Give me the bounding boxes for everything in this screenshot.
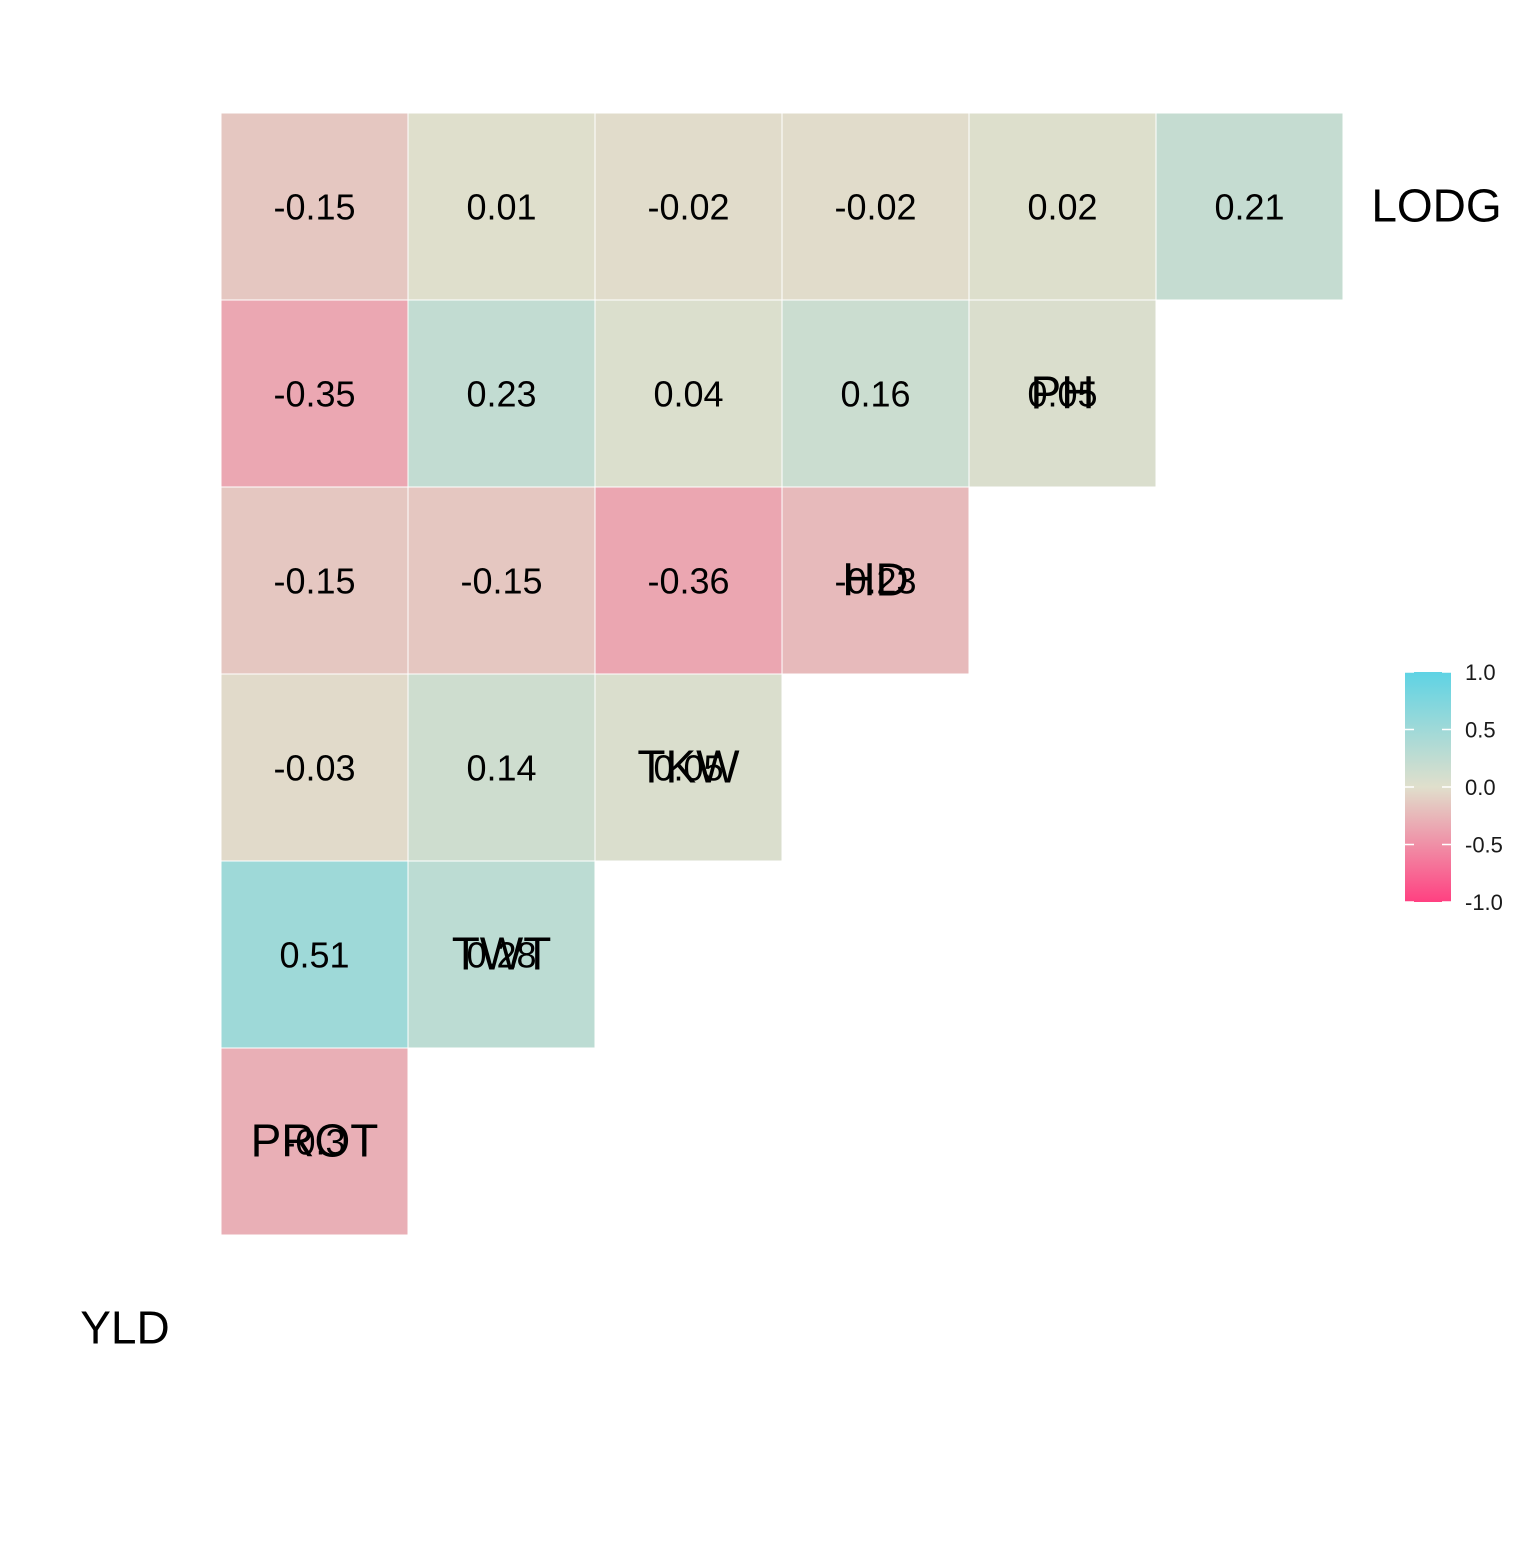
colorbar-tick-label: -0.5 [1465, 833, 1503, 858]
variable-label-twt: TWT [452, 928, 552, 980]
cell-value-label: 0.51 [279, 935, 349, 976]
heatmap-cell [221, 1048, 408, 1235]
heatmap-cell [1156, 113, 1343, 300]
heatmap-cell [595, 300, 782, 487]
colorbar-legend: 1.0 0.5 0.0 -0.5 -1.0 [1405, 660, 1503, 915]
cells-layer [221, 113, 1343, 1235]
heatmap-cell [221, 113, 408, 300]
cell-value-label: -0.02 [647, 187, 729, 228]
values-layer: 0.21 0.05 0.02 -0.23 0.16 -0.02 0.05 -0.36 0.04 -… [273, 187, 1284, 1163]
cell-value-label: 0.02 [1027, 187, 1097, 228]
cell-value-label: -0.15 [460, 561, 542, 602]
cell-value-label: -0.3 [283, 1122, 345, 1163]
colorbar-tick-label: 0.5 [1465, 718, 1496, 743]
variable-label-ph: PH [1031, 367, 1095, 419]
heatmap-cell [408, 300, 595, 487]
heatmap-cell [969, 113, 1156, 300]
variable-labels: YLD PROT TWT TKW HD PH LODG [80, 180, 1501, 1354]
cell-value-label: 0.05 [653, 748, 723, 789]
cell-value-label: 0.04 [653, 374, 723, 415]
variable-label-hd: HD [842, 554, 908, 606]
heatmap-cell [408, 113, 595, 300]
cell-value-label: 0.14 [466, 748, 536, 789]
variable-label-lodg: LODG [1371, 180, 1501, 232]
heatmap-cell [782, 113, 969, 300]
cell-value-label: 0.16 [840, 374, 910, 415]
heatmap-cell [782, 300, 969, 487]
cell-value-label: 0.23 [466, 374, 536, 415]
colorbar-tick-label: 1.0 [1465, 660, 1496, 685]
cell-value-label: -0.15 [273, 187, 355, 228]
variable-label-yld: YLD [80, 1302, 169, 1354]
cell-value-label: 0.28 [466, 935, 536, 976]
cell-value-label: -0.35 [273, 374, 355, 415]
variable-label-prot: PROT [251, 1115, 379, 1167]
cell-value-label: -0.36 [647, 561, 729, 602]
cell-value-label: 0.05 [1027, 374, 1097, 415]
heatmap-cell [408, 487, 595, 674]
cell-value-label: -0.15 [273, 561, 355, 602]
heatmap-cell [595, 113, 782, 300]
colorbar-tick-label: -1.0 [1465, 890, 1503, 915]
cell-value-label: 0.21 [1214, 187, 1284, 228]
cell-value-label: -0.03 [273, 748, 355, 789]
heatmap-cell [595, 674, 782, 861]
heatmap-cell [408, 861, 595, 1048]
heatmap-cell [221, 300, 408, 487]
cell-value-label: -0.02 [834, 187, 916, 228]
colorbar-tick-label: 0.0 [1465, 775, 1496, 800]
heatmap-cell [221, 487, 408, 674]
heatmap-cell [595, 487, 782, 674]
variable-label-tkw: TKW [637, 741, 740, 793]
heatmap-cell [221, 861, 408, 1048]
heatmap-cell [408, 674, 595, 861]
heatmap-cell [782, 487, 969, 674]
heatmap-cell [969, 300, 1156, 487]
cell-value-label: 0.01 [466, 187, 536, 228]
cell-value-label: -0.23 [834, 561, 916, 602]
heatmap-cell [221, 674, 408, 861]
